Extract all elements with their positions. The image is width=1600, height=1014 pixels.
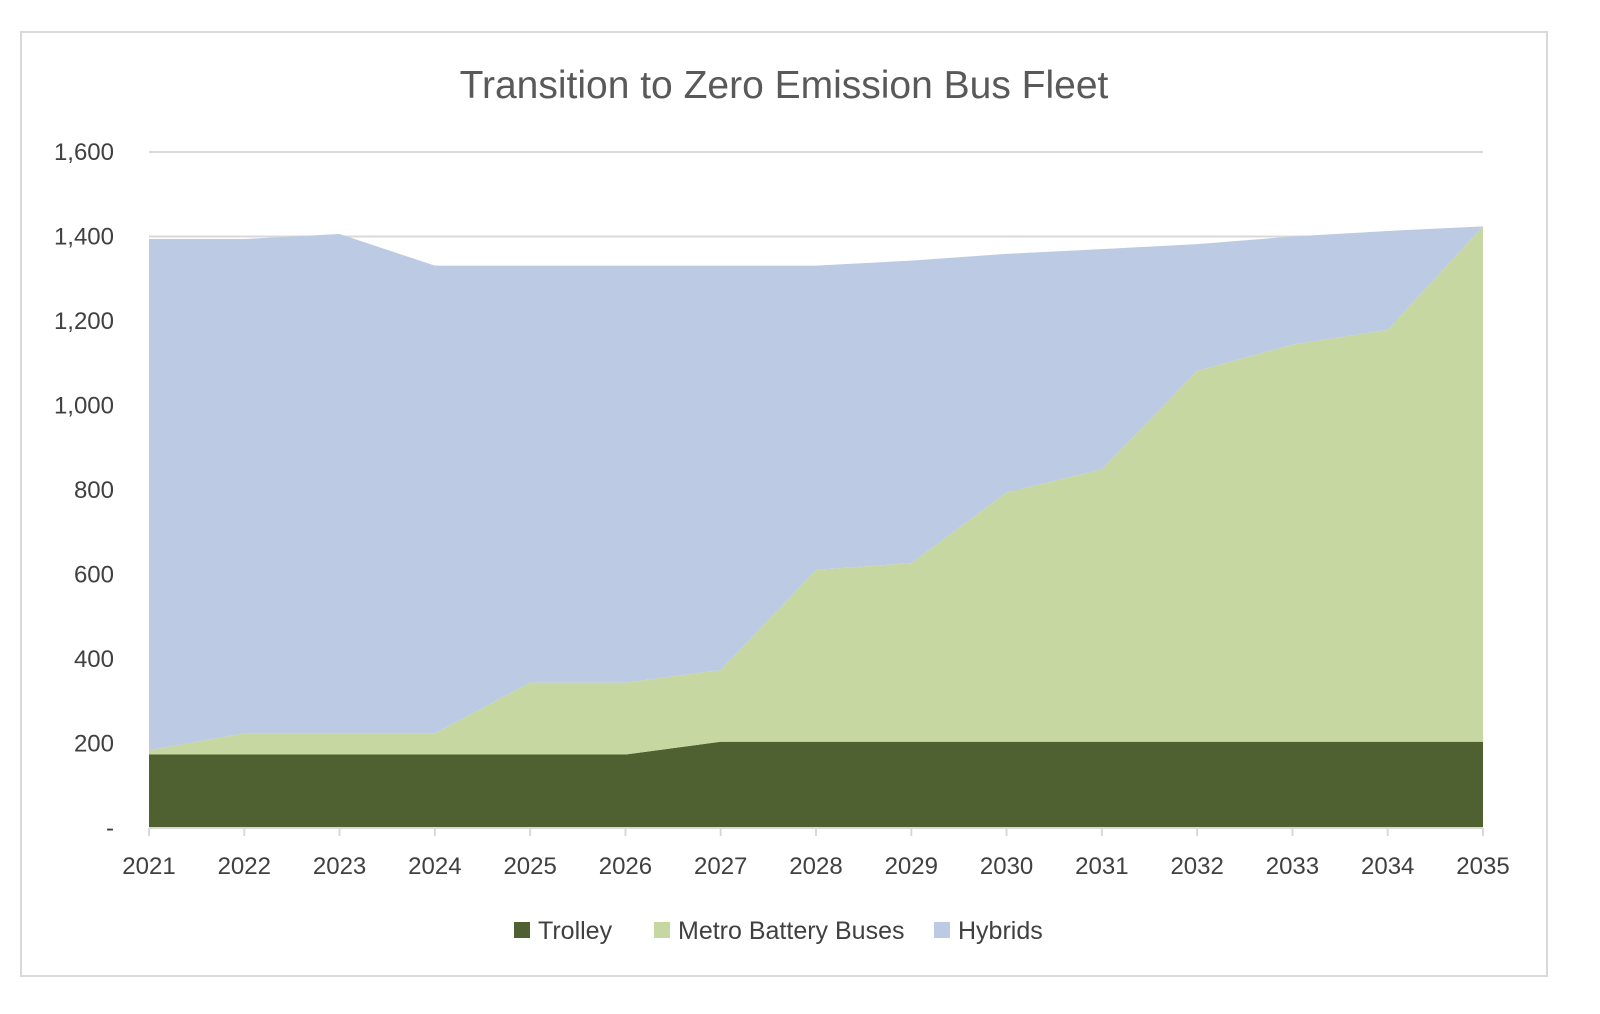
legend: Trolley Metro Battery Buses Hybrids [514,917,1043,945]
x-tick-label: 2025 [503,853,556,880]
chart-title: Transition to Zero Emission Bus Fleet [460,64,1109,107]
y-tick-label: 1,200 [54,308,114,335]
x-axis-tick-labels: 2021 2022 2023 2024 2025 2026 2027 2028 2029 2030… [122,853,1509,880]
x-tick-label: 2021 [122,853,175,880]
x-tick-label: 2031 [1075,853,1128,880]
x-tick-label: 2030 [980,853,1033,880]
x-tick-label: 2034 [1361,853,1414,880]
y-tick-label: 200 [74,731,114,758]
x-tick-label: 2027 [694,853,747,880]
y-axis-tick-labels: - 200 400 600 800 1,000 1,200 1,400 1,600 [54,139,114,842]
y-tick-label: 400 [74,646,114,673]
area-metro-battery-buses [149,226,1483,755]
y-tick-label: 1,600 [54,139,114,166]
y-tick-label: - [106,815,114,842]
x-tick-label: 2035 [1456,853,1509,880]
x-tick-label: 2026 [599,853,652,880]
x-tick-label: 2029 [885,853,938,880]
y-tick-label: 1,400 [54,224,114,251]
x-tick-label: 2032 [1170,853,1223,880]
x-tick-label: 2023 [313,853,366,880]
x-axis [148,827,1484,836]
legend-swatch-hybrids [934,922,950,938]
legend-label: Trolley [538,917,613,945]
x-tick-label: 2028 [789,853,842,880]
area-trolley [149,741,1483,828]
x-tick-label: 2033 [1266,853,1319,880]
x-tick-label: 2024 [408,853,461,880]
x-tick-label: 2022 [218,853,271,880]
y-tick-label: 600 [74,562,114,589]
area-hybrids [149,226,1483,751]
y-tick-label: 1,000 [54,393,114,420]
legend-swatch-trolley [514,922,530,938]
legend-label: Metro Battery Buses [678,917,904,945]
legend-swatch-metro-battery-buses [654,922,670,938]
area-series [149,226,1483,828]
legend-label: Hybrids [958,917,1043,945]
y-tick-label: 800 [74,477,114,504]
